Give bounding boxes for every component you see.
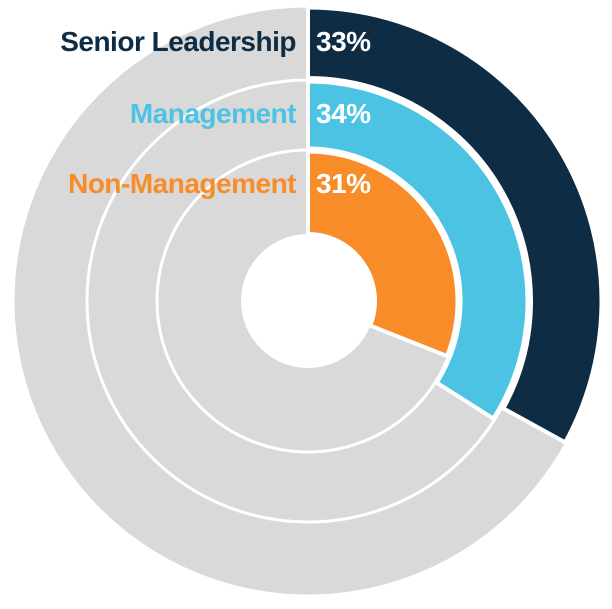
ring-segment-outer <box>306 5 604 446</box>
ring-segment-middle <box>306 79 530 422</box>
ring-value-non-management: 31% <box>316 168 371 199</box>
ring-value-management: 34% <box>316 98 371 129</box>
ring-value-senior-leadership: 33% <box>316 26 371 57</box>
ring-label-management: Management <box>129 98 297 129</box>
center-hole <box>241 234 375 368</box>
ring-label-senior-leadership: Senior Leadership <box>60 26 296 57</box>
ring-label-non-management: Non-Management <box>68 168 296 199</box>
